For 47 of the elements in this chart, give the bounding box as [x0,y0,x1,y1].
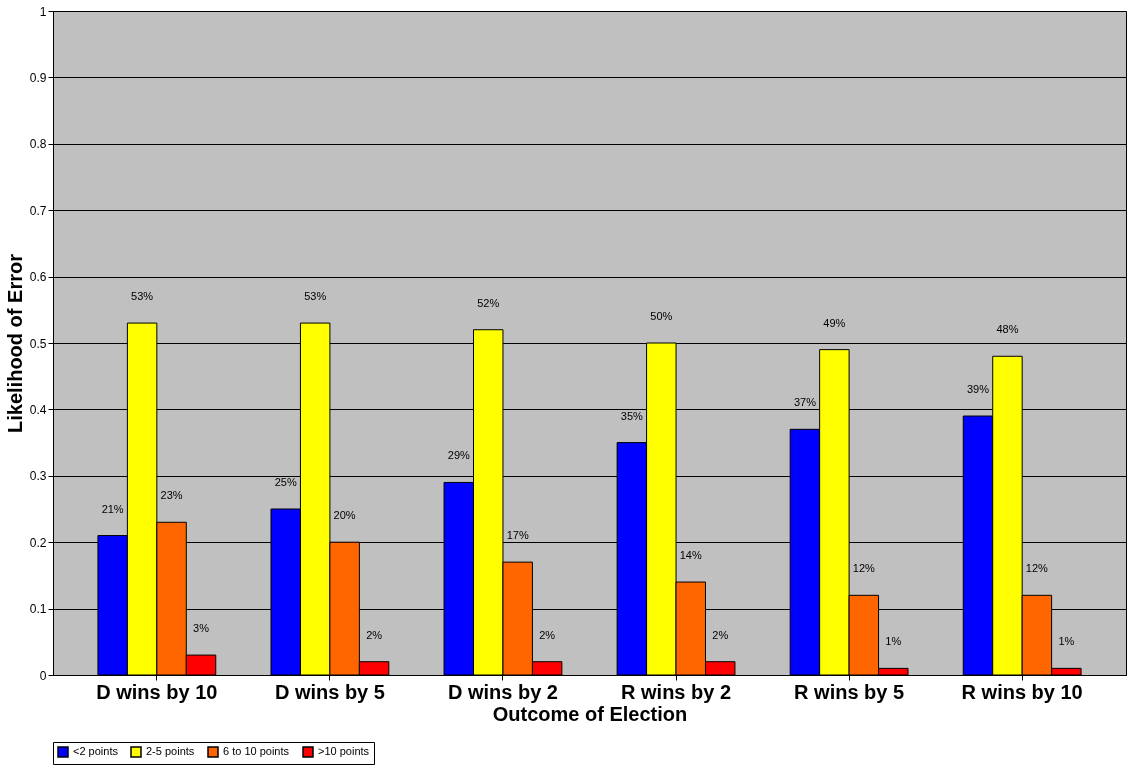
x-tick-label: D wins by 5 [274,680,385,703]
y-tick-label: 0.7 [29,203,47,218]
data-label: 25% [274,476,297,488]
y-tick-label: 0 [39,668,47,683]
x-tick-label: D wins by 10 [96,680,218,703]
y-axis-title: Likelihood of Error [3,253,26,433]
data-label: 1% [885,635,902,648]
y-tick-label: 0.4 [29,402,47,417]
y-tick-label: 0.6 [29,270,47,285]
data-label: 53% [131,290,154,303]
x-axis-title: Outcome of Election [492,702,688,725]
y-tick-label: 0.3 [29,469,47,484]
legend-label: 6 to 10 points [223,745,290,757]
data-label: 12% [1025,562,1049,575]
x-tick-label: R wins by 2 [621,680,732,703]
legend-label: >10 points [318,745,370,757]
data-label: 50% [650,310,673,322]
y-tick-label: 0.1 [29,602,47,617]
data-label: 35% [620,409,644,422]
data-label: 12% [852,562,876,575]
data-label: 17% [506,529,529,542]
data-label: 23% [160,489,183,502]
legend-label: 2-5 points [146,745,195,757]
y-tick-label: 0.2 [29,535,47,550]
data-label: 53% [304,290,327,303]
y-tick-label: 0.8 [29,137,47,152]
data-label: 37% [793,396,817,409]
data-label: 21% [101,502,124,515]
data-label: 1% [1058,635,1075,648]
legend-label: <2 points [73,745,119,757]
data-label: 14% [679,549,702,562]
data-label: 29% [447,449,470,462]
data-label: 2% [366,628,383,641]
y-tick-label: 0.5 [29,336,47,351]
data-label: 52% [477,296,500,309]
data-label: 20% [333,509,356,522]
y-tick-label: 0.9 [29,70,47,85]
data-label: 39% [966,383,990,396]
x-tick-label: R wins by 10 [961,680,1083,703]
x-tick-label: D wins by 2 [447,680,558,703]
x-tick-label: R wins by 5 [794,680,905,703]
data-label: 48% [996,323,1019,336]
data-label: 2% [712,628,729,641]
data-label: 49% [823,316,846,329]
data-label: 2% [539,628,556,641]
y-tick-label: 1 [39,4,47,19]
data-label: 3% [193,622,210,635]
